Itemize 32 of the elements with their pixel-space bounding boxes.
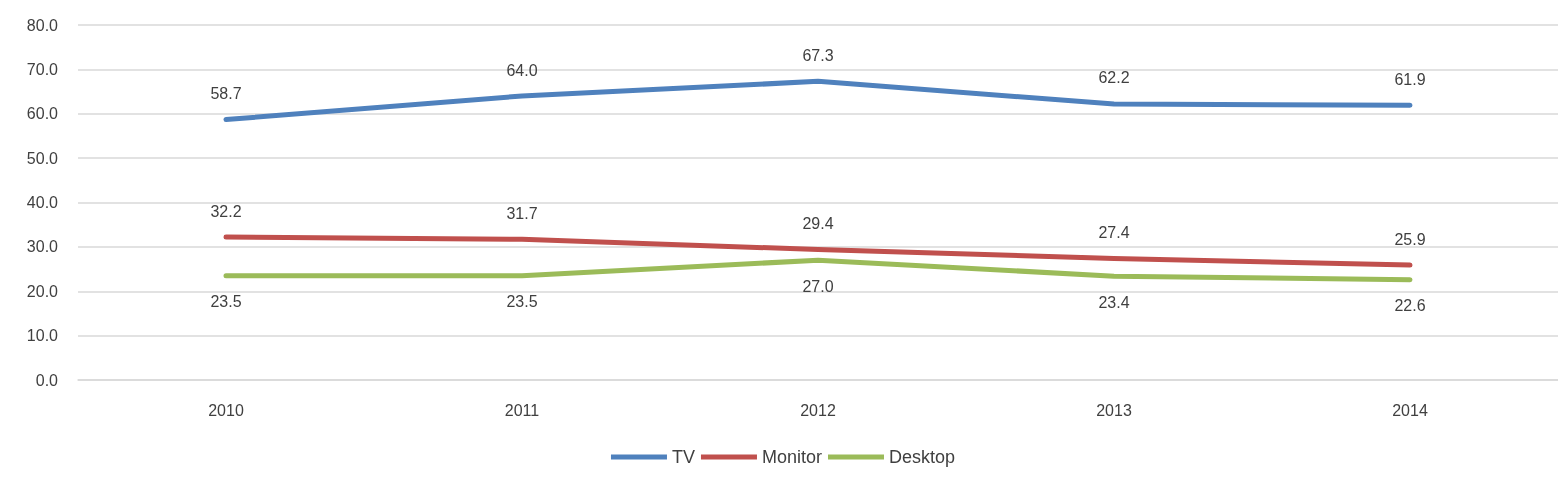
y-tick-label: 0.0	[35, 371, 59, 389]
data-label: 27.0	[802, 277, 834, 295]
data-label: 23.4	[1098, 293, 1130, 311]
x-tick-label: 2012	[800, 401, 836, 419]
data-label: 22.6	[1394, 297, 1426, 315]
y-tick-label: 60.0	[26, 105, 59, 123]
data-label: 32.2	[210, 202, 242, 220]
data-label: 27.4	[1098, 223, 1130, 241]
data-label: 23.5	[210, 293, 242, 311]
data-label: 62.2	[1098, 69, 1130, 87]
data-label: 25.9	[1394, 230, 1426, 248]
x-tick-label: 2014	[1392, 401, 1428, 419]
y-tick-label: 40.0	[26, 194, 59, 211]
legend-label: TV	[671, 447, 695, 467]
legend-label: Desktop	[888, 447, 956, 467]
y-tick-label: 20.0	[26, 282, 59, 300]
x-tick-label: 2013	[1096, 401, 1132, 419]
y-tick-label: 80.0	[26, 16, 59, 34]
data-label: 58.7	[210, 85, 242, 103]
data-label: 31.7	[506, 204, 538, 222]
data-label: 23.5	[506, 293, 538, 311]
x-tick-label: 2010	[208, 401, 244, 419]
y-tick-label: 50.0	[26, 149, 59, 167]
data-label: 61.9	[1394, 70, 1426, 88]
y-tick-label: 10.0	[26, 327, 59, 345]
data-label: 64.0	[506, 61, 538, 79]
y-tick-label: 70.0	[26, 60, 59, 78]
data-label: 67.3	[802, 46, 834, 64]
x-tick-label: 2011	[504, 401, 540, 419]
legend-label: Monitor	[761, 447, 823, 467]
y-tick-label: 30.0	[26, 238, 59, 256]
data-label: 29.4	[802, 215, 834, 233]
